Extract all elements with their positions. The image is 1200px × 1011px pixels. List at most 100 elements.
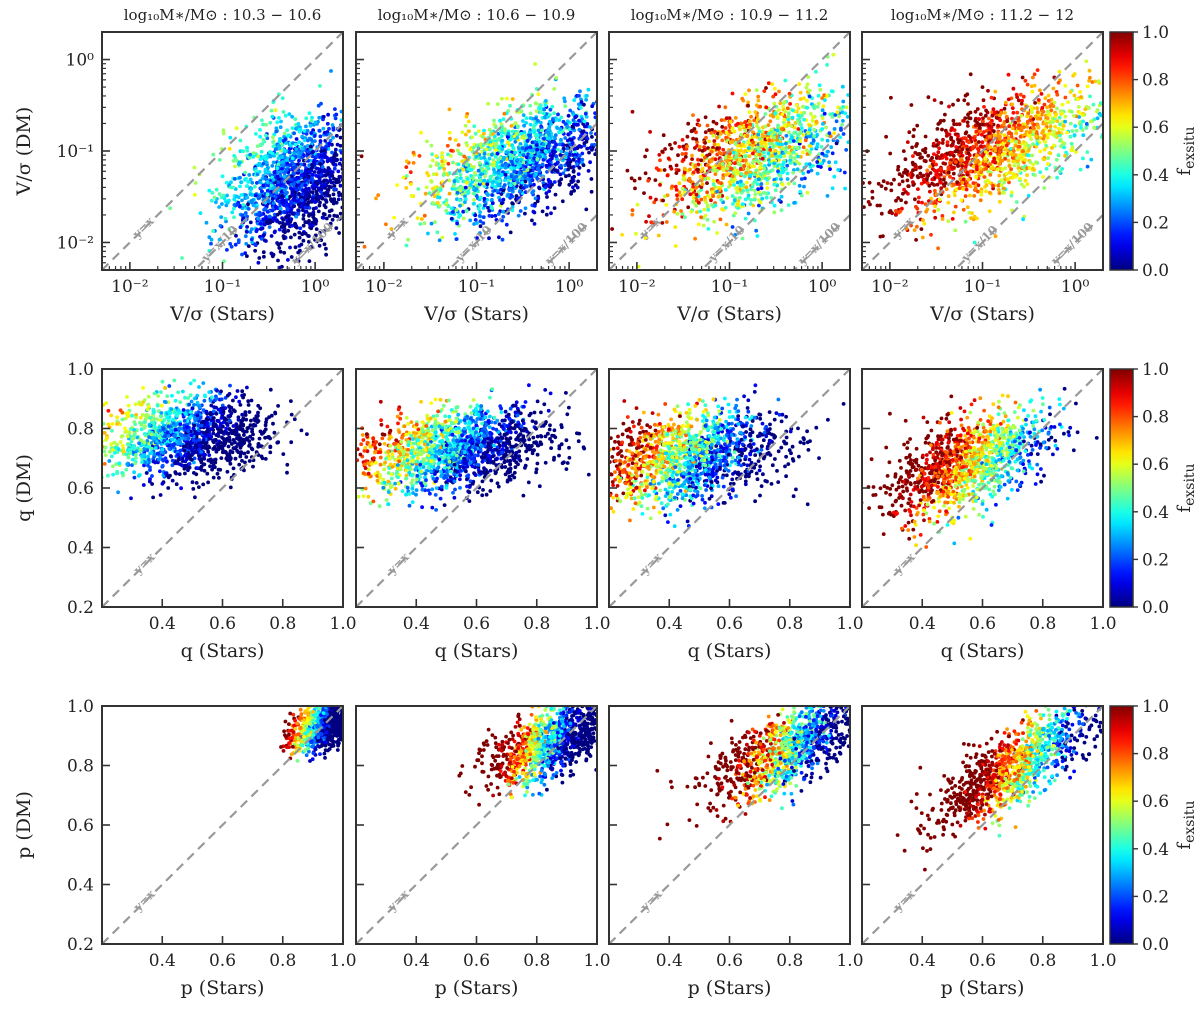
data-point: [713, 172, 718, 177]
data-point: [663, 147, 667, 151]
data-point: [911, 168, 915, 173]
data-point: [821, 158, 826, 163]
data-point: [689, 209, 694, 214]
data-point: [540, 162, 545, 167]
data-point: [801, 150, 805, 155]
data-point: [243, 234, 248, 239]
data-point: [1052, 100, 1057, 105]
data-point: [587, 150, 591, 155]
data-point: [262, 254, 266, 259]
data-point: [294, 137, 299, 141]
data-point: [271, 135, 275, 140]
data-point: [1031, 132, 1035, 137]
data-point: [524, 184, 529, 189]
data-point: [267, 225, 272, 230]
data-point: [495, 160, 500, 165]
data-point: [267, 170, 271, 175]
data-point: [510, 129, 515, 134]
data-point: [809, 168, 814, 173]
data-point: [344, 150, 348, 154]
data-point: [523, 190, 528, 195]
data-point: [969, 216, 973, 221]
data-point: [501, 185, 506, 190]
data-point: [245, 145, 249, 150]
data-point: [826, 149, 830, 154]
data-point: [1060, 127, 1065, 132]
data-point: [770, 153, 775, 158]
data-point: [425, 139, 429, 144]
x-axis-label: V/σ (Stars): [169, 303, 275, 325]
data-point: [219, 215, 224, 220]
data-point: [499, 122, 504, 126]
data-point: [261, 217, 266, 222]
data-point: [259, 149, 264, 154]
data-point: [589, 177, 594, 181]
data-point: [548, 158, 552, 162]
data-point: [465, 143, 470, 148]
data-point: [538, 103, 543, 108]
data-point: [576, 172, 581, 177]
data-point: [331, 159, 336, 164]
data-point: [453, 232, 457, 236]
data-point: [392, 215, 396, 220]
data-point: [805, 152, 810, 156]
data-point: [604, 116, 608, 120]
data-point: [622, 161, 626, 165]
data-point: [475, 221, 479, 226]
data-point: [834, 119, 839, 124]
data-point: [521, 160, 526, 165]
data-point: [1042, 186, 1047, 190]
data-point: [758, 104, 762, 109]
data-point: [782, 154, 787, 159]
data-point: [629, 153, 633, 157]
data-point: [274, 129, 279, 134]
data-point: [544, 129, 549, 134]
data-point: [1008, 170, 1012, 175]
data-point: [430, 152, 434, 157]
data-point: [766, 123, 771, 127]
data-point: [261, 161, 266, 166]
data-point: [820, 108, 825, 113]
data-point: [444, 202, 448, 207]
data-point: [282, 174, 287, 179]
data-point: [396, 167, 400, 171]
data-point: [479, 172, 483, 177]
data-point: [460, 159, 465, 164]
data-point: [445, 143, 450, 148]
data-point: [740, 202, 745, 207]
data-point: [682, 176, 687, 180]
data-point: [493, 154, 498, 159]
data-point: [757, 160, 761, 165]
data-point: [254, 229, 259, 234]
data-point: [944, 187, 949, 192]
data-point: [481, 215, 486, 220]
data-point: [713, 203, 718, 208]
data-point: [317, 115, 322, 120]
data-point: [730, 128, 735, 133]
data-point: [244, 241, 249, 246]
data-point: [782, 117, 787, 122]
data-point: [551, 118, 555, 122]
data-point: [825, 63, 829, 67]
data-point: [348, 159, 352, 163]
data-point: [772, 182, 777, 187]
data-point: [550, 154, 555, 158]
data-point: [829, 145, 834, 150]
data-point: [753, 192, 758, 197]
data-point: [764, 86, 768, 90]
reference-line: [447, 122, 597, 270]
data-point: [490, 162, 495, 167]
data-point: [293, 222, 297, 227]
data-point: [785, 106, 790, 111]
data-point: [307, 259, 312, 263]
data-point: [338, 211, 343, 216]
data-point: [554, 76, 559, 80]
data-point: [473, 170, 477, 175]
data-point: [977, 117, 981, 121]
data-point: [598, 132, 602, 136]
data-point: [534, 161, 539, 166]
data-point: [746, 211, 751, 216]
data-point: [478, 219, 483, 224]
data-point: [704, 200, 709, 205]
data-point: [543, 103, 548, 108]
